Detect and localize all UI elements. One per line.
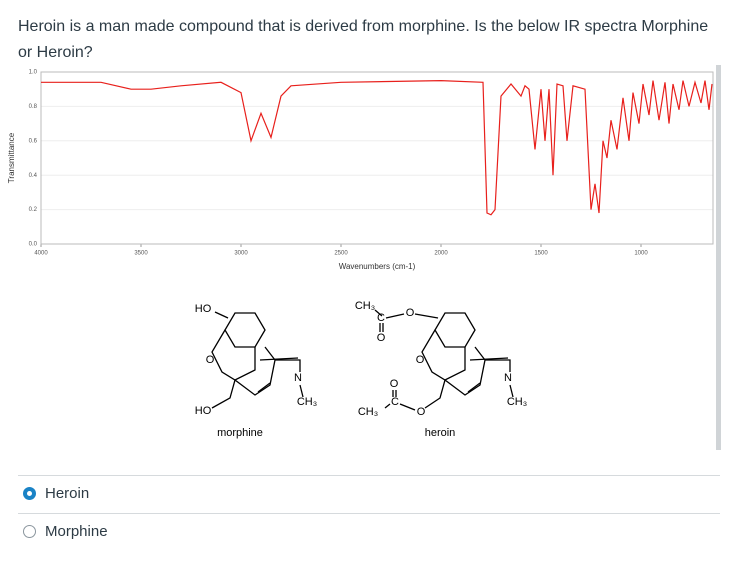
atom-label: CH₃ [355, 300, 375, 312]
radio-button[interactable] [23, 525, 36, 538]
heroin-structure: CH₃ C O O O N CH₃ O C CH₃ O heroin [355, 300, 527, 439]
y-tick-label: 0.0 [29, 242, 38, 248]
radio-dot [27, 491, 32, 496]
scrollbar [716, 65, 721, 450]
plot-frame [40, 71, 714, 245]
atom-label: HO [195, 303, 212, 315]
structure-name: heroin [425, 427, 456, 439]
y-axis-label: Transmittance [7, 132, 16, 183]
x-tick-label: 2000 [434, 251, 448, 257]
separator [18, 513, 720, 514]
atom-label: O [206, 354, 215, 366]
question: Heroin is a man made compound that is de… [18, 18, 709, 61]
x-axis-label: Wavenumbers (cm-1) [339, 262, 416, 271]
separator [18, 475, 720, 476]
structure-name: morphine [217, 427, 263, 439]
x-tick-label: 4000 [34, 251, 48, 257]
option-label[interactable]: Morphine [45, 523, 108, 540]
radio-button[interactable] [23, 487, 36, 500]
x-tick-label: 3500 [134, 251, 148, 257]
y-tick-label: 0.6 [29, 138, 38, 144]
x-tick-label: 1500 [534, 251, 548, 257]
x-tick-label: 1000 [634, 251, 648, 257]
spectrum-line [41, 79, 713, 216]
atom-label: O [416, 354, 425, 366]
atom-label: N [294, 372, 302, 384]
option-label[interactable]: Heroin [45, 485, 90, 502]
y-tick-label: 0.8 [29, 104, 38, 110]
atom-label: O [406, 307, 415, 319]
ir-chart: 0.0 0.2 0.4 0.6 0.8 1.0 4000 3500 3000 2500 2000 15… [7, 70, 714, 271]
x-tick-label: 3000 [234, 251, 248, 257]
atom-label: CH₃ [297, 396, 317, 408]
figure: HO O N CH₃ HO morphine CH₃ C O O O N CH₃… [7, 65, 721, 450]
atom-label: C [377, 312, 385, 324]
y-tick-label: 0.2 [29, 207, 38, 213]
atom-label: HO [195, 405, 212, 417]
atom-label: O [377, 332, 386, 344]
atom-label: O [390, 378, 399, 390]
atom-label: CH₃ [358, 406, 378, 418]
atom-label: C [391, 396, 399, 408]
atom-label: CH₃ [507, 396, 527, 408]
y-tick-label: 1.0 [29, 70, 38, 76]
y-tick-label: 0.4 [29, 173, 38, 179]
morphine-structure: HO O N CH₃ HO morphine [195, 303, 317, 439]
atom-label: N [504, 372, 512, 384]
atom-label: O [417, 406, 426, 418]
x-tick-label: 2500 [334, 251, 348, 257]
